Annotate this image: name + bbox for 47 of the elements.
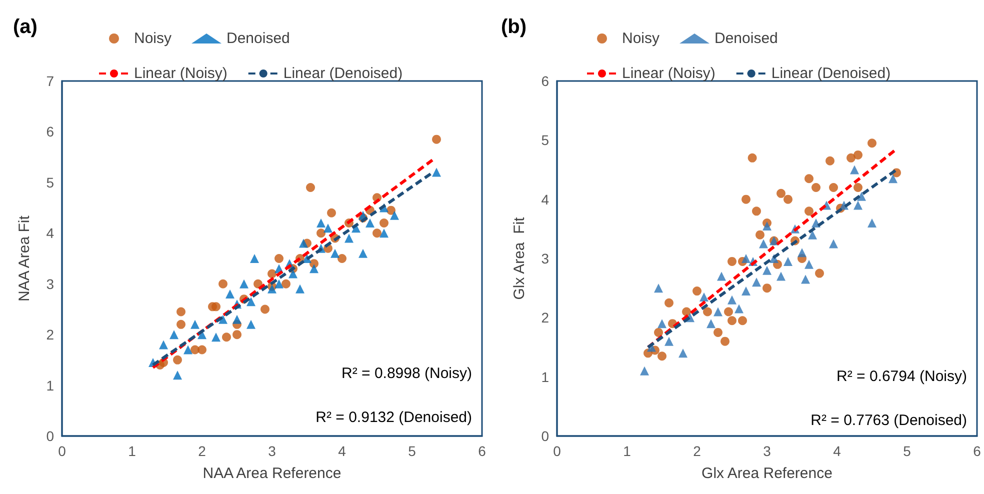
legend-label: Noisy <box>622 30 660 47</box>
x-axis-title: Glx Area Reference <box>702 465 832 482</box>
y-axis-title: Glx Area Fit <box>511 216 528 300</box>
x-tick-label: 1 <box>128 443 136 459</box>
y-tick-label: 1 <box>46 377 54 394</box>
y-tick-label: 6 <box>541 73 550 89</box>
y-tick-label: 5 <box>46 174 54 190</box>
annotation: R² = 0.6794 (Noisy) <box>836 368 968 385</box>
y-tick-label: 3 <box>46 276 54 292</box>
x-tick-label: 0 <box>58 443 66 459</box>
y-tick-label: 7 <box>46 73 54 89</box>
y-axis-title: NAA Area Fit <box>16 214 33 302</box>
y-tick-label: 4 <box>541 191 550 208</box>
x-tick-label: 6 <box>973 443 982 459</box>
y-tick-label: 0 <box>46 428 54 444</box>
legend-label: Linear (Noisy) <box>134 65 228 82</box>
legend-label: Denoised <box>714 30 778 47</box>
annotation: R² = 0.8998 (Noisy) <box>342 365 472 382</box>
y-tick-label: 2 <box>541 310 550 326</box>
x-tick-label: 2 <box>198 443 206 459</box>
x-tick-label: 5 <box>408 443 416 459</box>
y-tick-label: 0 <box>541 428 550 444</box>
y-tick-label: 5 <box>541 132 550 148</box>
legend-label: Noisy <box>134 30 172 47</box>
x-tick-label: 4 <box>338 443 346 459</box>
y-tick-label: 3 <box>541 250 550 266</box>
x-tick-label: 1 <box>623 443 632 459</box>
legend-label: Linear (Denoised) <box>771 65 891 82</box>
x-tick-label: 0 <box>553 443 562 459</box>
legend-label: Linear (Denoised) <box>283 65 403 82</box>
y-tick-label: 1 <box>541 368 550 385</box>
annotation: R² = 0.9132 (Denoised) <box>316 409 472 426</box>
y-tick-label: 2 <box>46 326 54 343</box>
annotation: R² = 0.7763 (Denoised) <box>810 412 968 429</box>
x-tick-label: 6 <box>478 443 486 459</box>
y-tick-label: 4 <box>46 225 54 242</box>
x-tick-label: 3 <box>268 443 276 459</box>
x-tick-label: 5 <box>903 443 912 459</box>
y-tick-label: 6 <box>46 124 54 140</box>
chart-title: (b) <box>501 16 527 38</box>
chart-title: (a) <box>13 16 38 38</box>
x-tick-label: 3 <box>763 443 772 459</box>
x-tick-label: 4 <box>833 443 842 459</box>
x-tick-label: 2 <box>693 443 702 459</box>
legend-label: Linear (Noisy) <box>622 65 716 82</box>
legend-label: Denoised <box>226 30 290 47</box>
x-axis-title: NAA Area Reference <box>202 465 342 482</box>
